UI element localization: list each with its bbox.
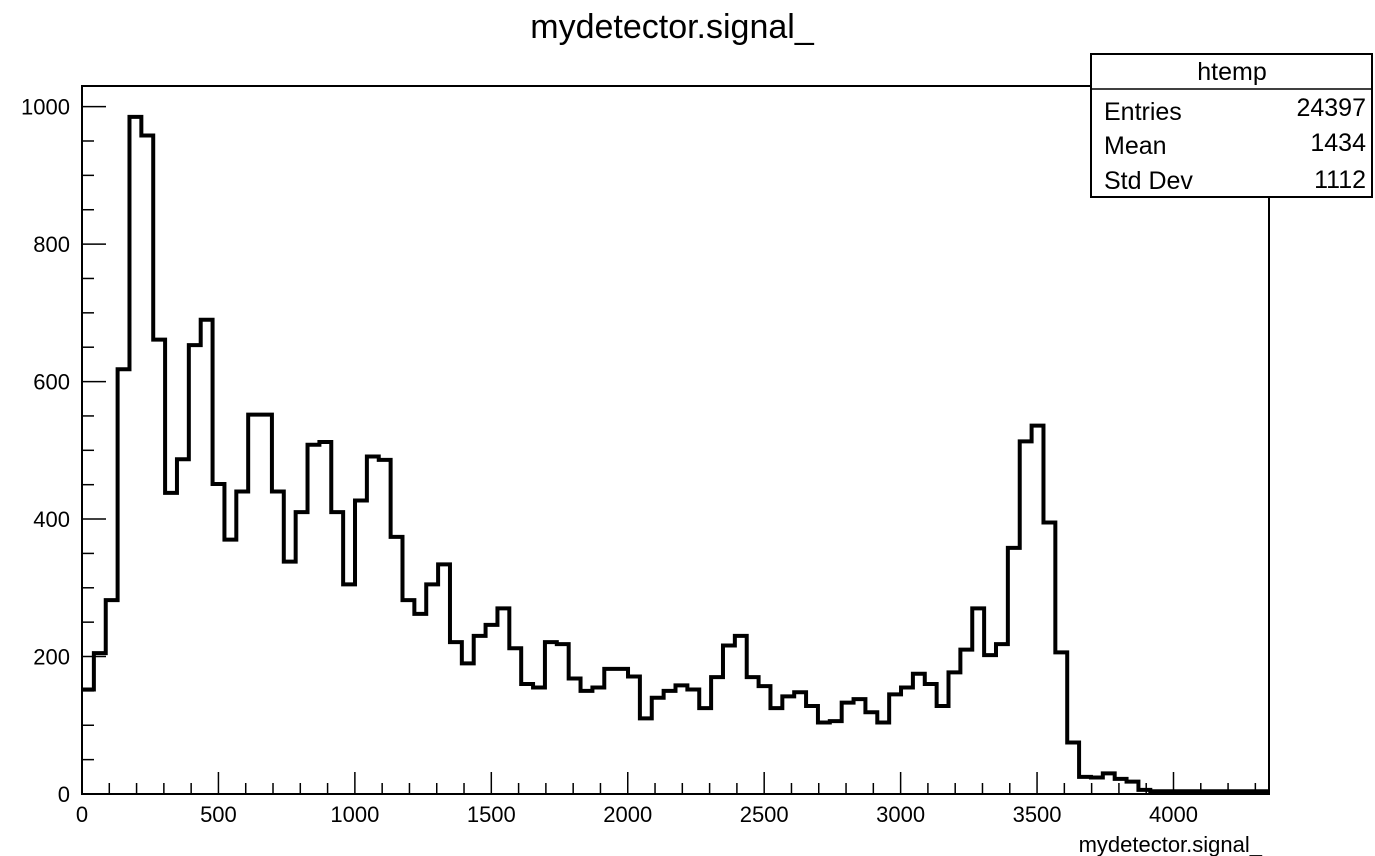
x-tick-label: 3000 <box>876 802 925 827</box>
stats-mean-label: Mean <box>1104 132 1167 160</box>
stats-mean-value: 1434 <box>1310 129 1366 157</box>
x-tick-label: 3500 <box>1013 802 1062 827</box>
y-tick-label: 600 <box>33 370 70 395</box>
x-tick-label: 4000 <box>1149 802 1198 827</box>
y-tick-label: 200 <box>33 645 70 670</box>
stats-box-title: htemp <box>1197 58 1266 86</box>
x-tick-label: 1000 <box>330 802 379 827</box>
histogram-outline <box>82 114 1269 794</box>
stats-box: htemp Entries 24397 Mean 1434 Std Dev 11… <box>1090 53 1373 198</box>
chart-title: mydetector.signal_ <box>530 8 815 46</box>
stats-box-frame <box>1090 53 1373 198</box>
x-tick-label: 1500 <box>467 802 516 827</box>
stats-stddev-value: 1112 <box>1314 166 1366 194</box>
y-tick-label: 1000 <box>21 95 70 120</box>
x-tick-label: 0 <box>76 802 88 827</box>
tick-labels: 0 200 400 600 800 1000 0 500 1000 1500 2000 2500 300… <box>21 95 1198 827</box>
plot-frame <box>81 85 1270 795</box>
y-tick-label: 0 <box>58 782 70 807</box>
stats-entries-label: Entries <box>1104 98 1182 126</box>
x-axis-label: mydetector.signal_ <box>1079 832 1263 856</box>
x-tick-label: 2000 <box>603 802 652 827</box>
y-tick-label: 800 <box>33 232 70 257</box>
x-tick-label: 500 <box>200 802 237 827</box>
stats-stddev-label: Std Dev <box>1104 167 1193 195</box>
stats-entries-value: 24397 <box>1296 94 1366 122</box>
x-tick-label: 2500 <box>740 802 789 827</box>
histogram-series <box>82 114 1269 794</box>
y-tick-label: 400 <box>33 507 70 532</box>
